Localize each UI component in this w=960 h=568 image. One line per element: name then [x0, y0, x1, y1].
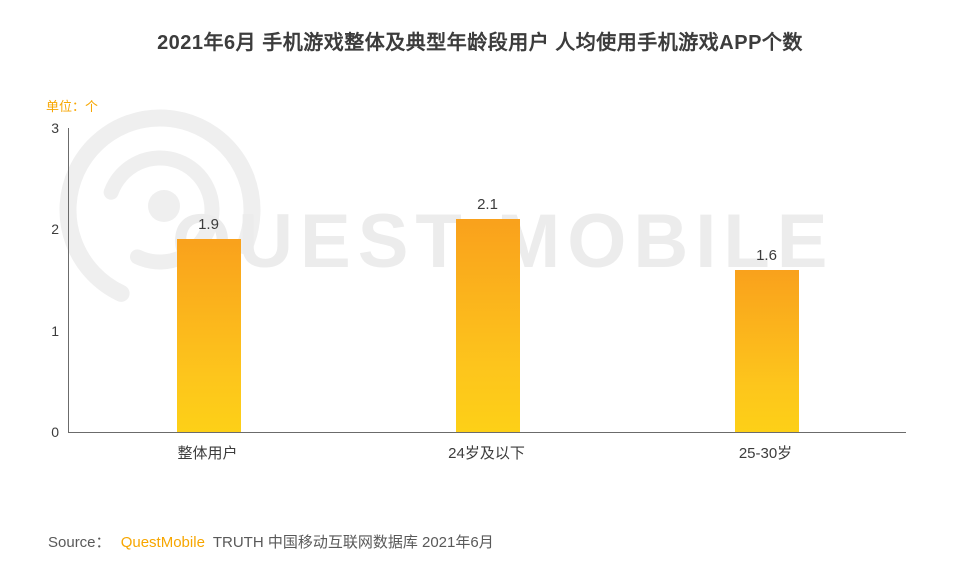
bar: [176, 239, 241, 432]
source-line: Source： QuestMobile TRUTH 中国移动互联网数据库 202…: [48, 531, 494, 552]
bar-value-label: 2.1: [477, 196, 498, 214]
bar-slot: 2.1: [348, 196, 627, 432]
x-axis-label: 25-30岁: [738, 445, 793, 462]
x-axis-label: 24岁及以下: [448, 445, 525, 462]
bar-slot: 1.6: [627, 247, 906, 432]
y-tick-label: 2: [51, 221, 59, 238]
source-brand: QuestMobile: [120, 534, 205, 551]
unit-label: 单位：个: [46, 99, 99, 114]
x-axis-labels: 整体用户 24岁及以下 25-30岁: [68, 442, 905, 463]
bar: [455, 219, 520, 432]
bar-value-label: 1.9: [198, 216, 219, 234]
y-tick-label: 1: [51, 322, 59, 339]
bar-value-label: 1.6: [756, 246, 777, 264]
x-axis-label: 整体用户: [177, 445, 238, 462]
bar-slot: 1.9: [69, 216, 348, 432]
source-prefix: Source：: [48, 534, 111, 551]
source-rest: TRUTH 中国移动互联网数据库 2021年6月: [212, 534, 494, 551]
y-tick-label: 0: [51, 424, 59, 440]
y-tick-label: 3: [51, 120, 59, 136]
chart-title: 2021年6月 手机游戏整体及典型年龄段用户 人均使用手机游戏APP个数: [157, 32, 803, 54]
bars-container: 1.9 2.1 1.6: [69, 128, 906, 432]
plot-area: 0 1 2 3 1.9 2.1 1.6: [51, 120, 906, 440]
y-axis-labels: 0 1 2 3: [39, 120, 63, 440]
bar: [734, 269, 799, 432]
